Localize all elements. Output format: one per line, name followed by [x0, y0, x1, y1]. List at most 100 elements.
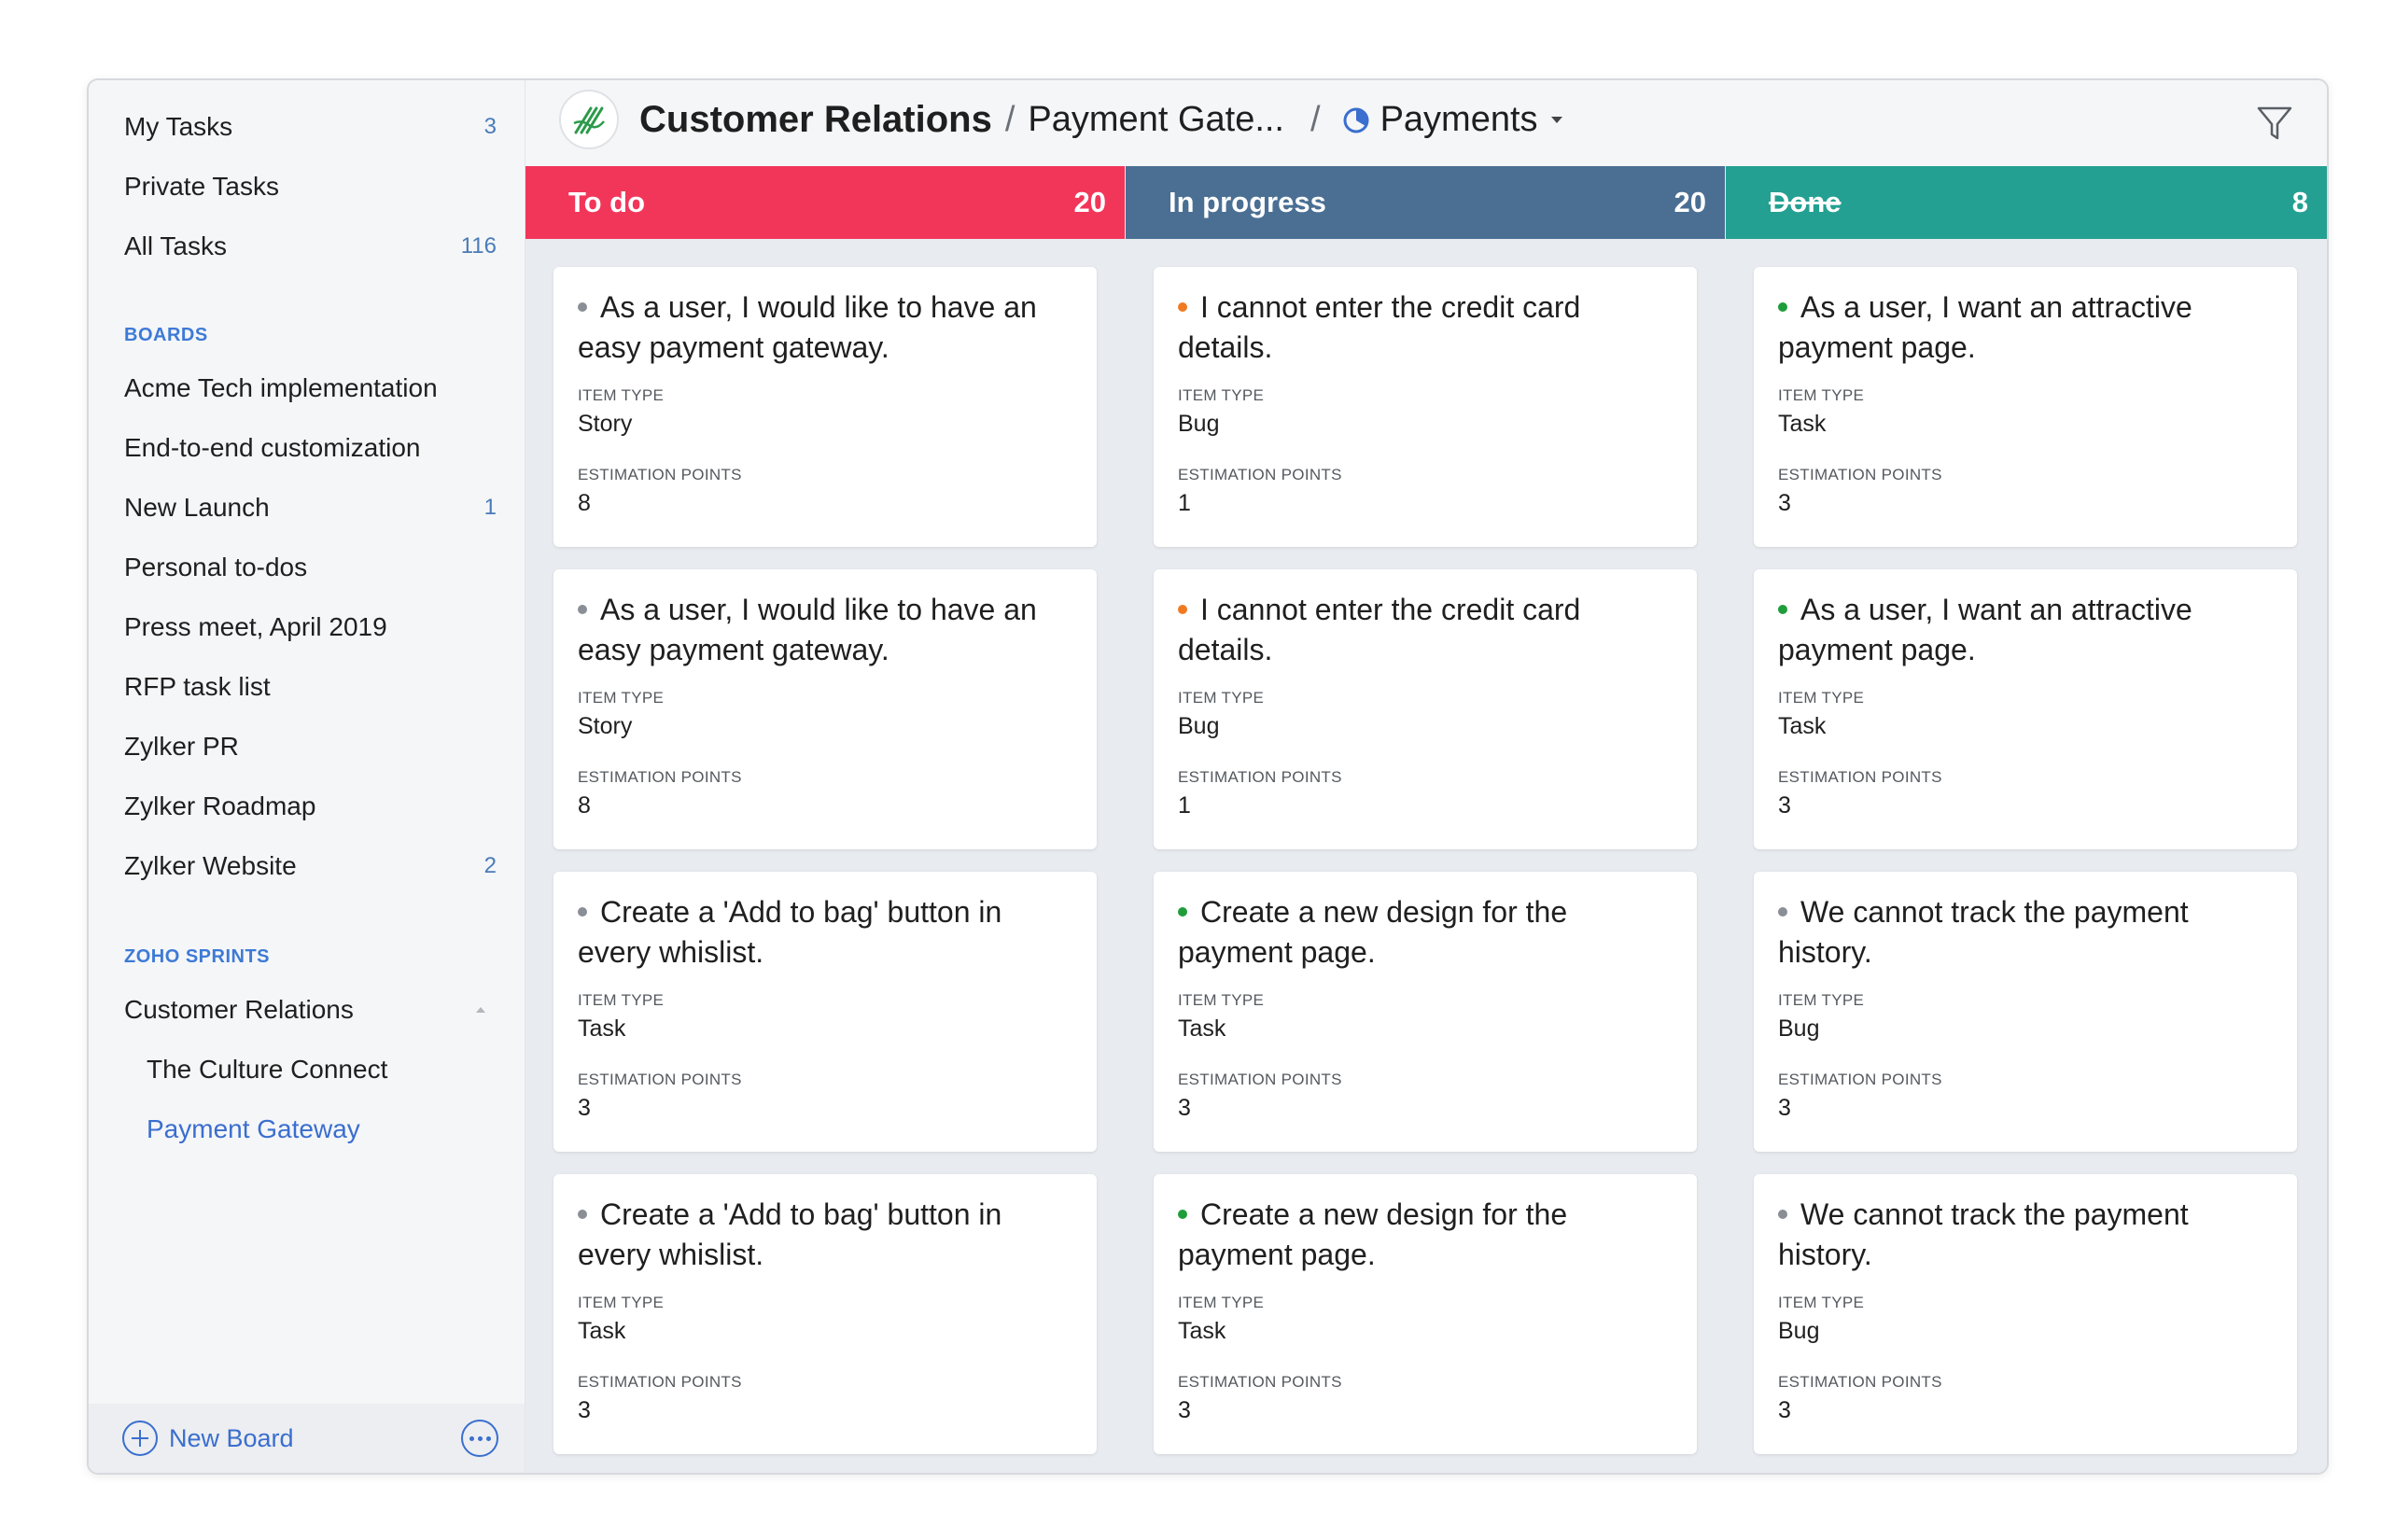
column-title: Done: [1769, 186, 1842, 218]
task-card[interactable]: Create a new design for the payment page…: [1154, 872, 1697, 1152]
column-to-do: To do 20 As a user, I would like to have…: [525, 166, 1125, 1473]
priority-dot: [578, 906, 587, 917]
sidebar-sprint-project[interactable]: Customer Relations: [124, 987, 497, 1032]
sidebar-item-label: RFP task list: [124, 672, 271, 701]
task-card[interactable]: As a user, I want an attractive payment …: [1754, 267, 2297, 547]
sidebar-sprint-board[interactable]: The Culture Connect: [147, 1047, 497, 1092]
column-header[interactable]: In progress 20: [1126, 166, 1725, 239]
task-card[interactable]: Create a 'Add to bag' button in every wh…: [553, 872, 1097, 1152]
priority-dot: [1778, 301, 1787, 312]
estimation-points-label: ESTIMATION POINTS: [1178, 1071, 1342, 1088]
more-options-icon[interactable]: [461, 1420, 498, 1457]
item-type-value: Task: [578, 1015, 626, 1042]
priority-dot: [1178, 604, 1187, 614]
boards-section-title: BOARDS: [124, 325, 208, 345]
sidebar-item-count: 2: [483, 853, 497, 878]
task-card[interactable]: We cannot track the payment history. ITE…: [1754, 872, 2297, 1152]
breadcrumb-project[interactable]: Customer Relations: [639, 99, 992, 140]
sidebar-board-item[interactable]: Press meet, April 2019: [124, 605, 497, 650]
sidebar-board-item[interactable]: Personal to-dos: [124, 545, 497, 590]
task-card[interactable]: I cannot enter the credit card details. …: [1154, 569, 1697, 849]
item-type-label: ITEM TYPE: [1778, 991, 1865, 1009]
task-card[interactable]: Create a new design for the payment page…: [1154, 1174, 1697, 1454]
estimation-points-value: 1: [1178, 792, 1191, 819]
sidebar-item-label: Zylker Website: [124, 851, 297, 880]
breadcrumb-board[interactable]: Payment Gate...: [1028, 100, 1284, 139]
column-header[interactable]: To do 20: [525, 166, 1125, 239]
filter-icon[interactable]: [2256, 105, 2293, 147]
sidebar-item-my-tasks[interactable]: My Tasks 3: [124, 105, 497, 149]
priority-dot: [1178, 1209, 1187, 1219]
sidebar-board-item[interactable]: Zylker Website 2: [124, 844, 497, 889]
card-title: Create a 'Add to bag' button in every wh…: [578, 1197, 1002, 1271]
breadcrumb-separator: /: [1310, 100, 1321, 139]
sidebar-sprint-board-active[interactable]: Payment Gateway: [147, 1107, 497, 1152]
card-title: As a user, I want an attractive payment …: [1778, 593, 2192, 666]
sidebar-item-label: Press meet, April 2019: [124, 612, 387, 641]
project-logo-icon[interactable]: [559, 90, 619, 149]
item-type-value: Bug: [1178, 713, 1220, 739]
sidebar-item-label: Private Tasks: [124, 172, 279, 201]
sprint-dropdown[interactable]: Payments: [1341, 100, 1562, 140]
estimation-points-value: 3: [1778, 1095, 1791, 1121]
priority-dot: [578, 604, 587, 614]
chevron-down-icon: [1550, 117, 1562, 123]
estimation-points-value: 8: [578, 792, 591, 819]
item-type-value: Bug: [1778, 1015, 1820, 1042]
sidebar-item-label: Customer Relations: [124, 995, 354, 1024]
sidebar-item-label: Acme Tech implementation: [124, 373, 438, 402]
sprint-clock-icon: [1343, 107, 1369, 133]
kanban-board: To do 20 As a user, I would like to have…: [525, 166, 2327, 1473]
estimation-points-label: ESTIMATION POINTS: [578, 1373, 742, 1391]
sidebar-board-item[interactable]: Zylker PR: [124, 724, 497, 769]
priority-dot: [578, 1209, 587, 1219]
sidebar-board-item[interactable]: End-to-end customization: [124, 426, 497, 470]
sidebar-item-count: 1: [483, 495, 497, 520]
sidebar-board-item[interactable]: New Launch 1: [124, 485, 497, 530]
estimation-points-value: 3: [1778, 792, 1791, 819]
estimation-points-label: ESTIMATION POINTS: [1178, 1373, 1342, 1391]
column-count: 8: [2291, 186, 2308, 218]
item-type-label: ITEM TYPE: [1778, 689, 1865, 707]
column-header[interactable]: Done 8: [1726, 166, 2327, 239]
card-title: Create a new design for the payment page…: [1178, 1197, 1568, 1271]
collapse-caret-icon[interactable]: [476, 1007, 485, 1013]
new-board-label: New Board: [169, 1423, 294, 1452]
sidebar-item-all-tasks[interactable]: All Tasks 116: [124, 224, 497, 269]
sidebar-board-item[interactable]: Zylker Roadmap: [124, 784, 497, 829]
task-card[interactable]: As a user, I would like to have an easy …: [553, 569, 1097, 849]
sidebar-item-label: All Tasks: [124, 231, 227, 260]
task-card[interactable]: As a user, I would like to have an easy …: [553, 267, 1097, 547]
column-count: 20: [1073, 186, 1106, 218]
estimation-points-label: ESTIMATION POINTS: [578, 466, 742, 483]
card-title: We cannot track the payment history.: [1778, 895, 2189, 969]
sidebar-item-label: End-to-end customization: [124, 433, 421, 462]
sidebar-board-item[interactable]: RFP task list: [124, 665, 497, 709]
sidebar-item-count: 3: [483, 114, 497, 139]
item-type-label: ITEM TYPE: [1778, 386, 1865, 404]
sidebar-item-count: 116: [460, 233, 497, 259]
column-done: Done 8 As a user, I want an attractive p…: [1726, 166, 2327, 1473]
estimation-points-label: ESTIMATION POINTS: [1778, 1071, 1942, 1088]
estimation-points-value: 8: [578, 490, 591, 516]
sidebar-item-label: Zylker PR: [124, 732, 239, 761]
task-card[interactable]: As a user, I want an attractive payment …: [1754, 569, 2297, 849]
app-window: My Tasks 3 Private Tasks All Tasks 116 B…: [87, 78, 2329, 1475]
new-board-button[interactable]: New Board: [122, 1421, 294, 1456]
breadcrumb: Customer Relations / Payment Gate... / P…: [639, 99, 1562, 141]
sidebar-item-private-tasks[interactable]: Private Tasks: [124, 164, 497, 209]
sidebar-board-item[interactable]: Acme Tech implementation: [124, 366, 497, 411]
task-card[interactable]: I cannot enter the credit card details. …: [1154, 267, 1697, 547]
sprints-section-title: ZOHO SPRINTS: [124, 946, 271, 967]
item-type-value: Task: [1778, 713, 1827, 739]
item-type-value: Bug: [1778, 1318, 1820, 1344]
task-card[interactable]: We cannot track the payment history. ITE…: [1754, 1174, 2297, 1454]
priority-dot: [578, 301, 587, 312]
item-type-label: ITEM TYPE: [578, 689, 665, 707]
priority-dot: [1778, 1209, 1787, 1219]
priority-dot: [1778, 906, 1787, 917]
sidebar: My Tasks 3 Private Tasks All Tasks 116 B…: [89, 80, 525, 1473]
card-title: As a user, I would like to have an easy …: [578, 290, 1037, 364]
task-card[interactable]: Create a 'Add to bag' button in every wh…: [553, 1174, 1097, 1454]
card-title: As a user, I want an attractive payment …: [1778, 290, 2192, 364]
